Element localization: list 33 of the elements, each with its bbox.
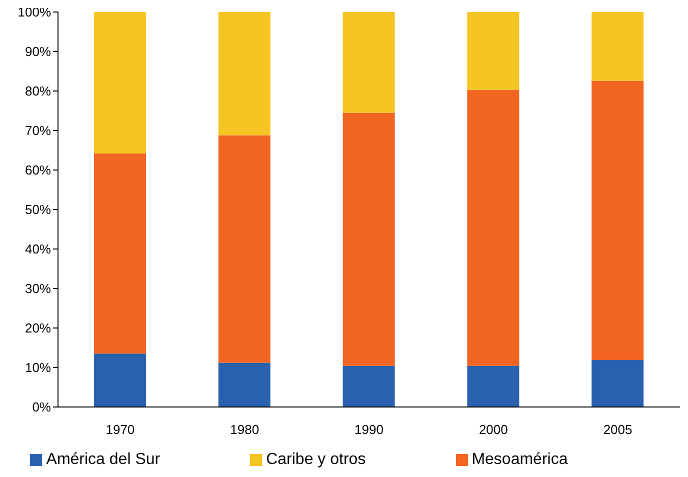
y-tick-label: 60% [24, 162, 52, 178]
y-tick-label: 70% [24, 123, 52, 138]
y-tick-label: 40% [24, 242, 52, 257]
legend-label: Mesoamérica [472, 451, 568, 468]
bar [94, 153, 146, 354]
legend-label: América del Sur [46, 451, 160, 468]
bar [467, 366, 520, 407]
y-tick-label: 80% [24, 84, 52, 99]
x-tick-label: 2005 [603, 422, 632, 438]
bar [592, 80, 644, 360]
bar [94, 12, 146, 154]
x-tick-label: 1990 [354, 422, 384, 438]
bar [467, 12, 520, 90]
y-tick-label: 20% [24, 320, 52, 336]
x-tick-label: 1980 [230, 422, 260, 438]
bar [94, 354, 146, 407]
bar [218, 12, 270, 136]
bar [342, 12, 395, 113]
y-tick-label: 0% [32, 400, 52, 415]
y-tick-label: 90% [24, 44, 52, 60]
y-tick-label: 30% [24, 281, 52, 296]
y-tick-label: 10% [24, 360, 52, 376]
bar [218, 135, 270, 363]
bar [467, 90, 520, 366]
bar [592, 12, 644, 81]
bar [218, 362, 270, 407]
x-tick-label: 2000 [478, 422, 508, 438]
x-tick-label: 1970 [106, 422, 135, 438]
bar [342, 112, 395, 366]
bar [592, 360, 644, 407]
legend-label: Caribe y otros [266, 451, 366, 468]
bar [342, 366, 395, 407]
y-tick-label: 50% [24, 202, 52, 218]
